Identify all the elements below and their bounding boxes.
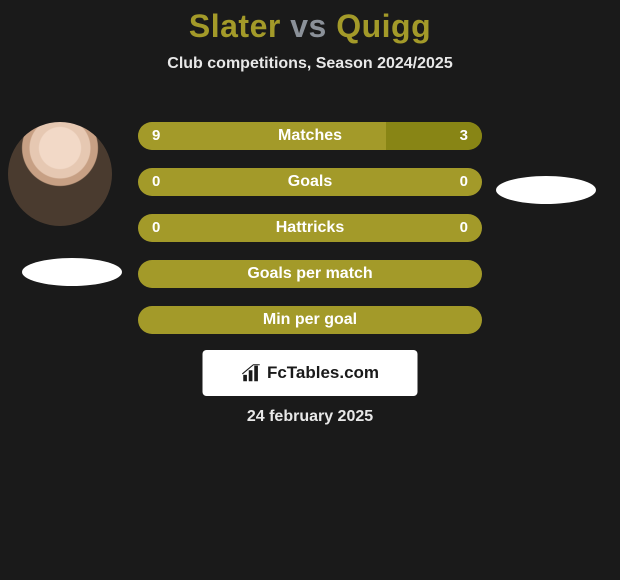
stat-row: Goals per match [138,260,482,288]
stat-bars: Matches93Goals00Hattricks00Goals per mat… [138,122,482,352]
player1-shirt [22,258,122,286]
comparison-title: Slater vs Quigg [0,0,620,45]
stat-label: Min per goal [138,306,482,334]
player2-shirt [496,176,596,204]
stat-row: Matches9 3 [138,122,482,150]
player1-name: Slater [189,8,281,44]
stat-row: Min per goal [138,306,482,334]
stat-value-left: 0 [152,168,160,196]
stat-row: Hattricks0 0 [138,214,482,242]
stat-value-right: 0 [460,214,468,242]
logo-text: FcTables.com [267,363,379,383]
stat-label: Hattricks [138,214,482,242]
stat-row: Goals0 0 [138,168,482,196]
player1-avatar [8,122,112,226]
bars-chart-icon [241,362,263,384]
subtitle: Club competitions, Season 2024/2025 [0,55,620,73]
stat-value-right: 3 [460,122,468,150]
stat-value-left: 9 [152,122,160,150]
stat-label: Goals per match [138,260,482,288]
fctables-logo: FcTables.com [203,350,418,396]
stat-label: Goals [138,168,482,196]
stat-value-right: 0 [460,168,468,196]
player2-name: Quigg [336,8,431,44]
vs-separator: vs [290,8,327,44]
stat-label: Matches [138,122,482,150]
stat-value-left: 0 [152,214,160,242]
snapshot-date: 24 february 2025 [0,408,620,426]
